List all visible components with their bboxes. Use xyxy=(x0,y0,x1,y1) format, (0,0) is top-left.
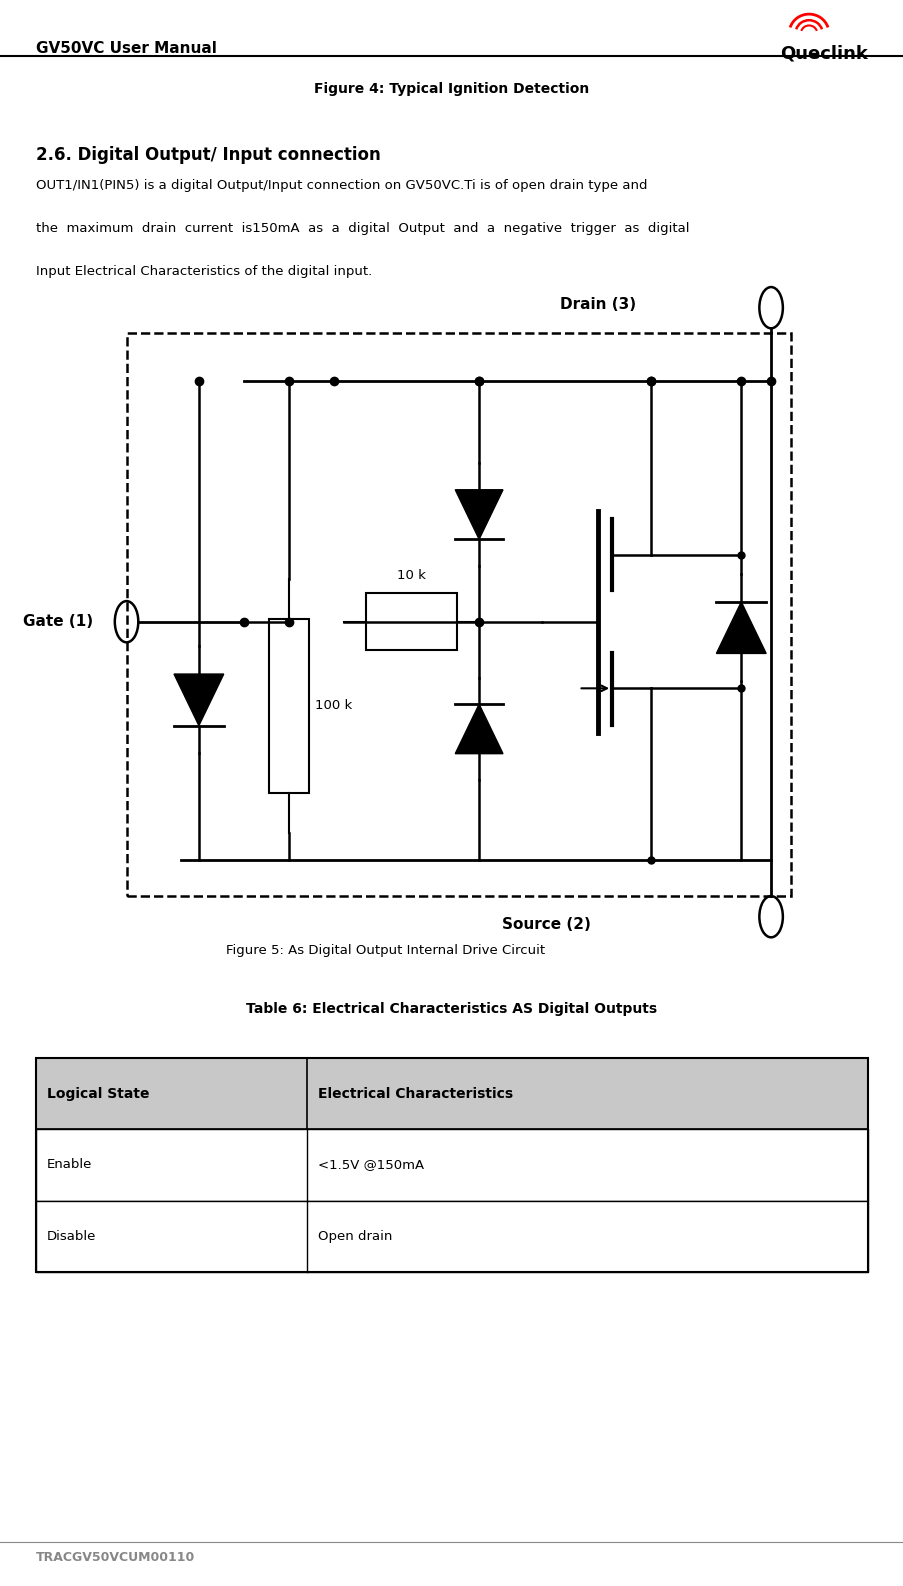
Text: TRACGV50VCUM00110: TRACGV50VCUM00110 xyxy=(36,1551,195,1564)
Bar xyxy=(36,1129,867,1201)
Text: Table 6: Electrical Characteristics AS Digital Outputs: Table 6: Electrical Characteristics AS D… xyxy=(247,1002,656,1017)
Text: 100 k: 100 k xyxy=(314,699,351,712)
Text: Input Electrical Characteristics of the digital input.: Input Electrical Characteristics of the … xyxy=(36,265,372,278)
Text: Gate (1): Gate (1) xyxy=(23,614,93,630)
Text: Electrical Characteristics: Electrical Characteristics xyxy=(318,1086,513,1101)
Bar xyxy=(36,1201,867,1272)
Text: Figure 5: As Digital Output Internal Drive Circuit: Figure 5: As Digital Output Internal Dri… xyxy=(226,944,545,956)
Text: <1.5V @150mA: <1.5V @150mA xyxy=(318,1158,424,1172)
Bar xyxy=(36,1058,867,1272)
Bar xyxy=(269,619,309,793)
Polygon shape xyxy=(715,603,766,653)
Polygon shape xyxy=(455,490,502,539)
Text: Open drain: Open drain xyxy=(318,1229,392,1243)
Text: Disable: Disable xyxy=(47,1229,97,1243)
Polygon shape xyxy=(455,704,502,753)
Text: 10 k: 10 k xyxy=(396,569,425,582)
Text: Drain (3): Drain (3) xyxy=(560,298,636,312)
Polygon shape xyxy=(173,674,224,725)
Text: Logical State: Logical State xyxy=(47,1086,149,1101)
Text: OUT1/IN1(PIN5) is a digital Output/Input connection on GV50VC.Ti is of open drai: OUT1/IN1(PIN5) is a digital Output/Input… xyxy=(36,179,647,192)
Text: Enable: Enable xyxy=(47,1158,92,1172)
Text: 2.6. Digital Output/ Input connection: 2.6. Digital Output/ Input connection xyxy=(36,146,380,163)
Text: Queclink: Queclink xyxy=(779,44,867,62)
Text: the  maximum  drain  current  is150mA  as  a  digital  Output  and  a  negative : the maximum drain current is150mA as a d… xyxy=(36,222,689,235)
Bar xyxy=(36,1058,867,1129)
Bar xyxy=(366,593,456,650)
Text: Source (2): Source (2) xyxy=(501,917,590,931)
Text: GV50VC User Manual: GV50VC User Manual xyxy=(36,41,217,56)
Text: Figure 4: Typical Ignition Detection: Figure 4: Typical Ignition Detection xyxy=(314,82,589,97)
